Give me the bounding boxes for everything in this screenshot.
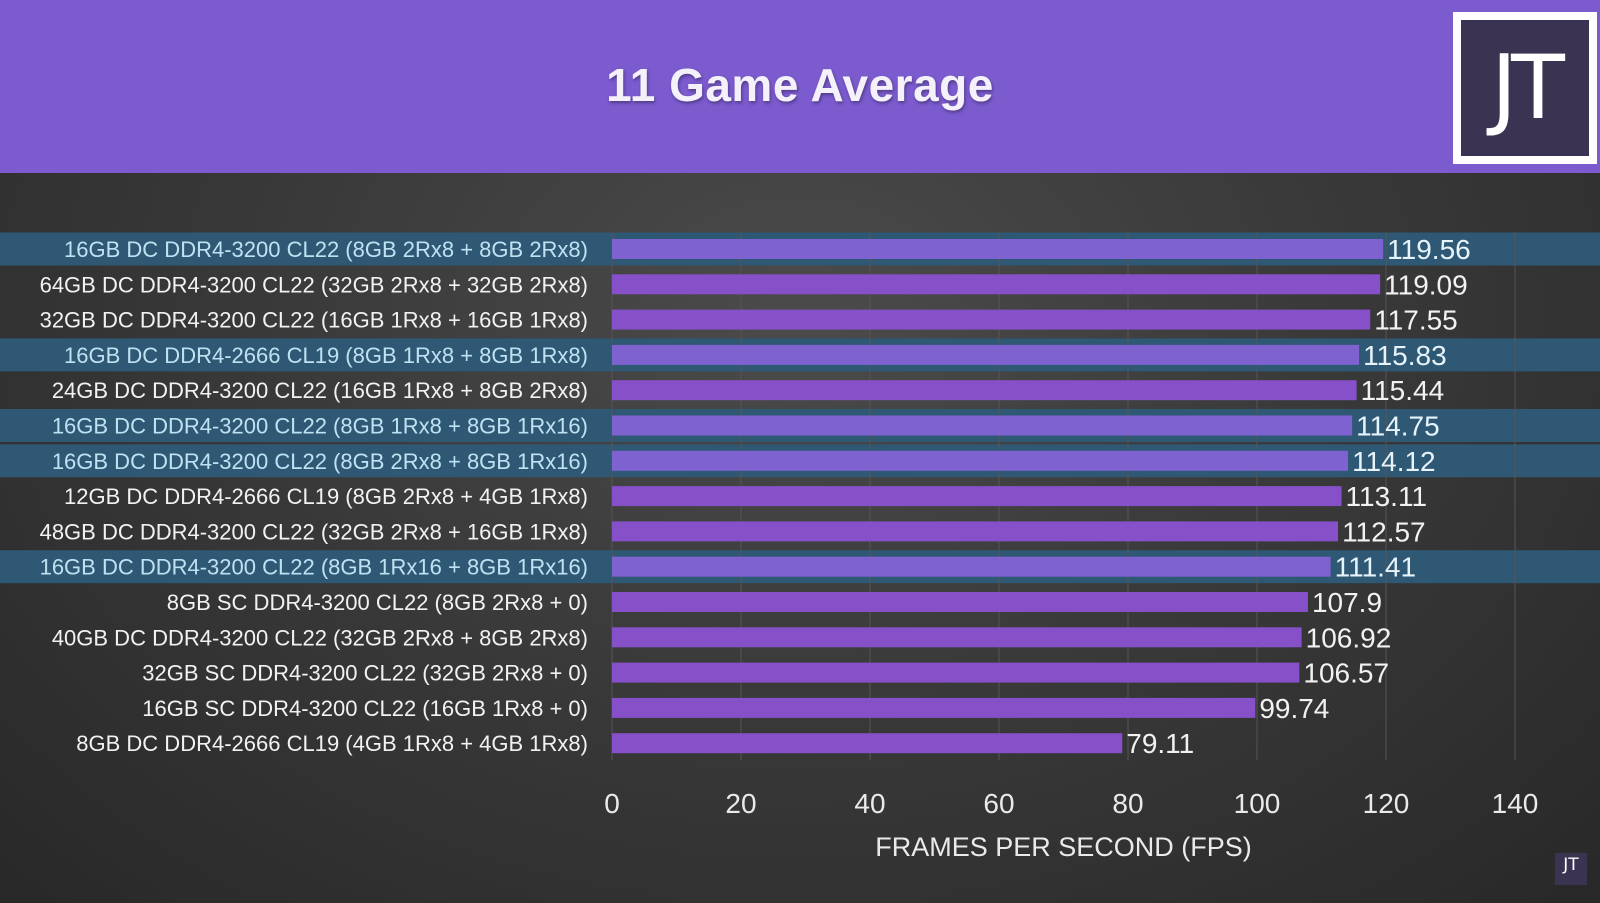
x-tick-label: 80 [1112, 788, 1143, 819]
bar [612, 239, 1384, 259]
bar [612, 627, 1302, 648]
category-label: 48GB DC DDR4-3200 CL22 (32GB 2Rx8 + 16GB… [40, 519, 588, 544]
category-label: 16GB DC DDR4-3200 CL22 (8GB 1Rx16 + 8GB … [40, 555, 588, 580]
value-label: 119.56 [1387, 234, 1471, 265]
value-label: 115.44 [1361, 375, 1445, 406]
value-label: 114.12 [1352, 446, 1436, 477]
x-tick-label: 60 [983, 788, 1014, 819]
channel-logo-badge: JT [1461, 20, 1589, 156]
chart-title: 11 Game Average [606, 59, 994, 111]
category-label: 16GB SC DDR4-3200 CL22 (16GB 1Rx8 + 0) [142, 696, 588, 721]
category-labels: 16GB DC DDR4-3200 CL22 (8GB 2Rx8 + 8GB 2… [40, 237, 588, 756]
bar [612, 592, 1308, 612]
x-tick-labels: 0 20 40 60 80 100 120 140 [604, 788, 1538, 819]
bar [612, 415, 1353, 436]
subscribe-logo[interactable]: JT [1555, 853, 1587, 885]
bar [612, 450, 1349, 471]
bar [612, 274, 1381, 295]
category-label: 32GB SC DDR4-3200 CL22 (32GB 2Rx8 + 0) [142, 661, 588, 686]
category-label: 24GB DC DDR4-3200 CL22 (16GB 1Rx8 + 8GB … [52, 378, 588, 403]
category-label: 16GB DC DDR4-3200 CL22 (8GB 1Rx8 + 8GB 1… [52, 414, 588, 439]
value-label: 113.11 [1346, 481, 1427, 512]
category-label: 8GB SC DDR4-3200 CL22 (8GB 2Rx8 + 0) [167, 590, 588, 615]
category-label: 32GB DC DDR4-3200 CL22 (16GB 1Rx8 + 16GB… [40, 308, 588, 333]
value-label: 111.41 [1335, 552, 1416, 583]
value-label: 117.55 [1374, 305, 1458, 336]
value-label: 115.83 [1363, 340, 1447, 371]
channel-logo-text: JT [1491, 36, 1565, 139]
value-label: 79.11 [1126, 728, 1194, 759]
value-label: 106.57 [1303, 658, 1389, 689]
category-label: 40GB DC DDR4-3200 CL22 (32GB 2Rx8 + 8GB … [52, 625, 588, 650]
value-label: 119.09 [1384, 269, 1468, 300]
title-banner: 11 Game Average JT [0, 0, 1600, 173]
x-tick-label: 100 [1234, 788, 1281, 819]
value-labels: 119.56 119.09 117.55 115.83 115.44 114.75 114.… [1126, 234, 1470, 759]
value-label: 99.74 [1259, 693, 1329, 724]
category-label: 16GB DC DDR4-3200 CL22 (8GB 2Rx8 + 8GB 2… [64, 237, 588, 262]
category-label: 12GB DC DDR4-2666 CL19 (8GB 2Rx8 + 4GB 1… [64, 484, 588, 509]
x-tick-label: 0 [604, 788, 620, 819]
category-label: 64GB DC DDR4-3200 CL22 (32GB 2Rx8 + 32GB… [40, 272, 588, 297]
channel-logo: JT [1453, 12, 1597, 164]
x-axis-title: FRAMES PER SECOND (FPS) [875, 832, 1252, 862]
category-label: 16GB DC DDR4-3200 CL22 (8GB 2Rx8 + 8GB 1… [52, 449, 588, 474]
bar [612, 344, 1360, 365]
category-label: 8GB DC DDR4-2666 CL19 (4GB 1Rx8 + 4GB 1R… [76, 731, 588, 756]
bar [612, 697, 1256, 718]
x-tick-label: 40 [854, 788, 885, 819]
bar [612, 309, 1371, 330]
value-label: 107.9 [1312, 587, 1382, 618]
bar [612, 662, 1300, 683]
category-label: 16GB DC DDR4-2666 CL19 (8GB 1Rx8 + 8GB 1… [64, 343, 588, 368]
value-label: 112.57 [1342, 516, 1426, 547]
bar [612, 733, 1123, 754]
bars [612, 239, 1384, 754]
x-tick-label: 20 [725, 788, 756, 819]
bar [612, 556, 1331, 577]
value-label: 114.75 [1356, 411, 1440, 442]
bar [612, 486, 1342, 507]
value-label: 106.92 [1306, 622, 1392, 653]
x-tick-label: 120 [1363, 788, 1410, 819]
x-tick-label: 140 [1492, 788, 1539, 819]
bar [612, 380, 1357, 401]
bar [612, 521, 1339, 542]
